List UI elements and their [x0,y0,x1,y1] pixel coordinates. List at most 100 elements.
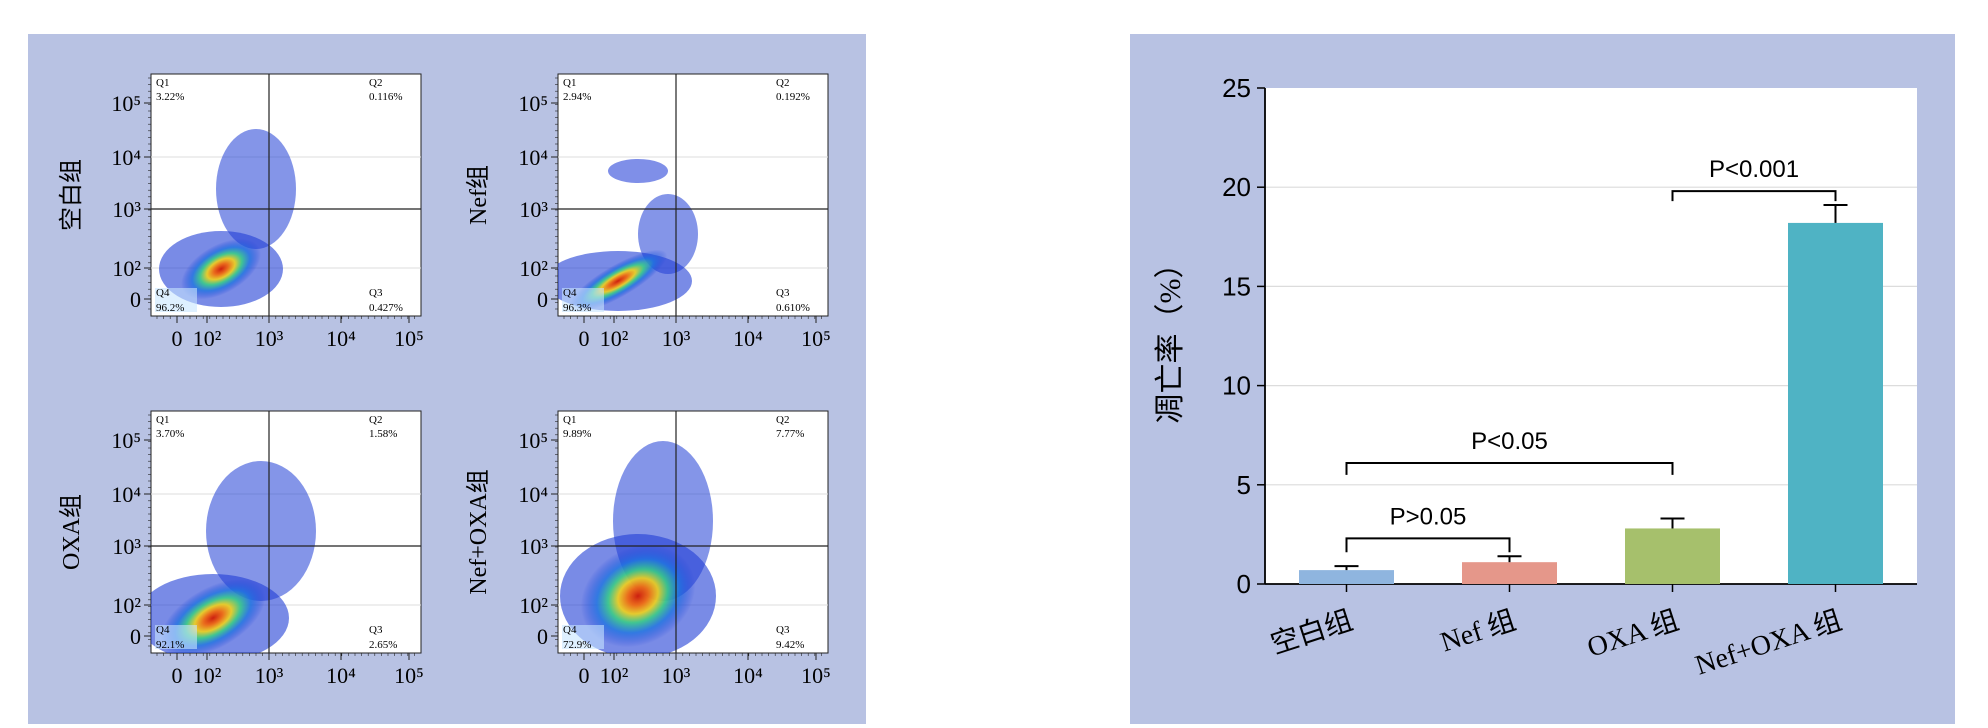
x-tick-label: 0 [172,663,183,688]
quadrant-value-q3: 9.42% [776,639,804,651]
quadrant-value-q2: 1.58% [369,428,397,440]
quadrant-value-q1: 2.94% [563,91,591,103]
quadrant-label-q4: Q4 [156,287,170,299]
quadrant-label-q1: Q1 [563,77,576,89]
bar-2 [1462,562,1557,584]
y-tick-label: 10⁵ [111,428,141,453]
quadrant-value-q1: 3.70% [156,428,184,440]
x-tick-label: 10³ [662,663,691,688]
y-axis-label: 凋亡率（%） [1154,249,1187,424]
group-label: 空白组 [58,159,85,231]
flow-plot-area [558,156,828,313]
significance-label: P<0.05 [1471,428,1548,455]
quadrant-label-q4: Q4 [563,287,577,299]
quadrant-label-q1: Q1 [563,414,576,426]
quadrant-label-q4: Q4 [563,624,577,636]
x-tick-label: 10⁴ [326,663,356,688]
y-tick-label: 10³ [112,197,141,222]
group-label: Nef+OXA组 [465,469,492,595]
y-tick-label: 0 [537,287,548,312]
y-tick-label: 10 [1222,371,1251,401]
x-tick-label: Nef 组 [1437,604,1520,658]
quadrant-label-q3: Q3 [369,287,383,299]
quadrant-value-q4: 96.2% [156,302,184,314]
flow-plot-area [151,461,421,653]
bar-1 [1299,570,1394,584]
y-tick-label: 10⁴ [518,145,548,170]
x-tick-label: 10⁴ [733,326,763,351]
y-tick-label: 10² [519,256,548,281]
quadrant-label-q3: Q3 [776,287,790,299]
quadrant-label-q2: Q2 [776,414,789,426]
q4-gate-highlight [155,288,197,312]
y-tick-label: 10⁴ [111,145,141,170]
y-tick-label: 0 [537,624,548,649]
quadrant-value-q4: 72.9% [563,639,591,651]
flow-cytometry-figure: Q1 3.22% Q2 0.116% Q3 0.427% Q4 96.2% 0 10² 10³ 10⁴… [58,73,831,688]
significance-bracket [1345,537,1511,553]
apoptosis-bar-chart: 0 5 10 15 20 25 凋亡率（%） 空白组 Nef 组 OXA 组 Nef+OXA 组 P>… [1154,73,1917,682]
quadrant-value-q3: 0.610% [776,302,810,314]
x-tick-label: 10³ [255,663,284,688]
x-tick-label: 空白组 [1267,604,1357,660]
cell-cluster-core [181,238,261,300]
x-tick-label: 10⁵ [394,326,424,351]
y-tick-label: 0 [130,624,141,649]
y-tick-label: 20 [1222,172,1251,202]
y-tick-label: 10⁴ [518,482,548,507]
y-tick-label: 0 [130,287,141,312]
group-label: OXA组 [58,494,85,570]
flow-plot-1: Q1 3.22% Q2 0.116% Q3 0.427% Q4 96.2% 0 10² 10³ 10⁴… [58,73,424,351]
x-tick-label: 10² [600,663,629,688]
y-tick-label: 10² [112,593,141,618]
cell-cluster-tail [216,129,296,249]
flow-plot-4: Q1 9.89% Q2 7.77% Q3 9.42% Q4 72.9% 0 10² 10³ 10⁴ 10… [465,410,831,688]
quadrant-label-q1: Q1 [156,414,169,426]
q4-gate-highlight [155,625,197,649]
cell-cluster-secondary [608,159,668,183]
y-tick-label: 10² [112,256,141,281]
quadrant-value-q1: 3.22% [156,91,184,103]
x-tick-label: 10⁵ [394,663,424,688]
significance-bracket [1345,461,1674,475]
x-tick-label: 10⁴ [326,326,356,351]
significance-label: P>0.05 [1390,503,1467,530]
group-label: Nef组 [465,165,492,225]
x-tick-label: 10² [193,326,222,351]
bar-4 [1788,222,1883,585]
quadrant-label-q2: Q2 [369,77,382,89]
y-tick-label: 10³ [112,534,141,559]
quadrant-label-q1: Q1 [156,77,169,89]
y-tick-label: 10⁵ [518,428,548,453]
x-tick-label: OXA 组 [1583,604,1682,664]
x-tick-label: 0 [172,326,183,351]
quadrant-value-q1: 9.89% [563,428,591,440]
q4-gate-highlight [562,288,604,312]
y-tick-label: 10³ [519,197,548,222]
quadrant-label-q2: Q2 [369,414,382,426]
y-tick-label: 10⁵ [111,91,141,116]
flow-plot-3: Q1 3.70% Q2 1.58% Q3 2.65% Q4 92.1% 0 10² 10³ 10⁴ 10… [58,410,424,688]
x-tick-label: 0 [579,663,590,688]
x-tick-label: 10⁴ [733,663,763,688]
apoptosis-bar-chart-panel: 0 5 10 15 20 25 凋亡率（%） 空白组 Nef 组 OXA 组 Nef+OXA 组 P>… [1130,34,1955,724]
x-tick-label: 10² [193,663,222,688]
x-tick-label: 10⁵ [801,663,831,688]
y-tick-label: 25 [1222,73,1251,103]
quadrant-value-q4: 92.1% [156,639,184,651]
y-tick-label: 10⁵ [518,91,548,116]
y-tick-label: 15 [1222,271,1251,301]
quadrant-value-q2: 7.77% [776,428,804,440]
bar-3 [1625,528,1720,584]
significance-bracket [1671,190,1837,202]
quadrant-value-q4: 96.3% [563,302,591,314]
q4-gate-highlight [562,625,604,649]
y-tick-label: 10⁴ [111,482,141,507]
quadrant-label-q3: Q3 [369,624,383,636]
significance-label: P<0.001 [1709,156,1799,183]
cell-cluster-core [580,544,696,648]
cell-cluster-tail [206,461,316,601]
y-tick-label: 0 [1237,569,1251,599]
flow-plot-area [558,441,828,653]
quadrant-value-q2: 0.116% [369,91,403,103]
